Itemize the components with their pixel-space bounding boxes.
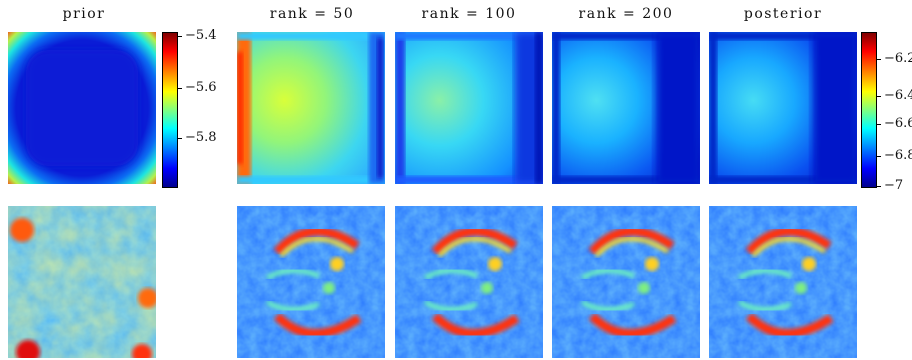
- title-rank-100: rank = 100: [421, 6, 517, 22]
- title-prior: prior: [62, 6, 106, 22]
- colorbar-posterior-tick: −6.2: [876, 51, 912, 66]
- title-posterior: posterior: [743, 6, 823, 22]
- colorbar-posterior-tick: −7: [875, 178, 904, 193]
- title-rank-200: rank = 200: [578, 6, 674, 22]
- colorbar-prior-tick: −5.8: [177, 130, 217, 145]
- prior-sample-image: [8, 206, 156, 358]
- colorbar-prior-tick: −5.6: [177, 80, 217, 95]
- colorbar-prior-tick: −5.4: [177, 28, 217, 43]
- colorbar-posterior-tick: −6.6: [876, 116, 912, 131]
- rank-100-sample-image: [395, 206, 543, 358]
- rank-200-mean-image: [552, 32, 700, 184]
- colorbar-prior: [162, 32, 178, 188]
- colorbar-posterior-tick: −6.8: [876, 148, 912, 163]
- colorbar-posterior-tick: −6.4: [876, 88, 912, 103]
- rank-200-sample-image: [552, 206, 700, 358]
- rank-100-mean-image: [395, 32, 543, 184]
- title-rank-50: rank = 50: [269, 6, 355, 22]
- rank-50-sample-image: [237, 206, 385, 358]
- posterior-mean-image: [709, 32, 857, 184]
- rank-50-mean-image: [237, 32, 385, 184]
- colorbar-posterior: [861, 32, 877, 188]
- posterior-sample-image: [709, 206, 857, 358]
- prior-mean-image: [8, 32, 156, 184]
